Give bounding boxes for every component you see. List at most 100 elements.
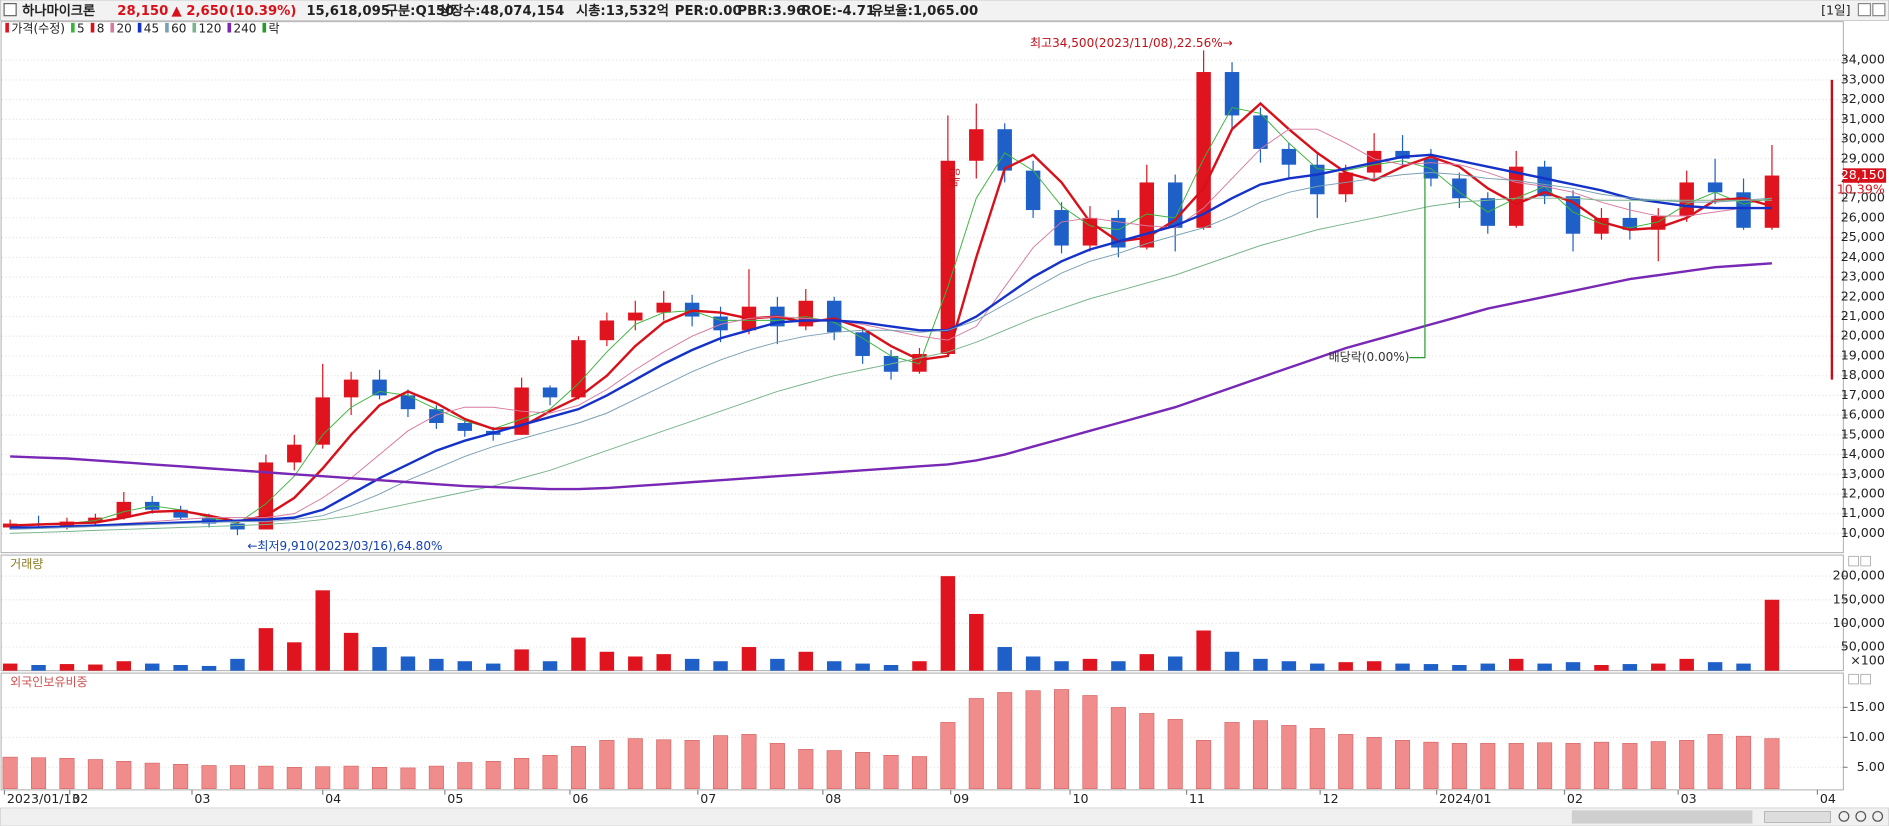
x-tick-label: 2023/01/13 [7,791,80,806]
bar [1650,741,1666,789]
bar [1196,740,1212,789]
bar [1508,743,1524,789]
bar [1480,743,1496,789]
bar [940,576,956,671]
y-tick-label: 50,000 [1841,639,1885,654]
candle-body [1736,192,1751,228]
bar [1054,661,1069,671]
candle-body [571,340,586,398]
panel-buttons[interactable] [1848,555,1871,685]
bar [116,761,132,789]
change: ▲ 2,650 [171,4,228,19]
bar [741,734,757,789]
unit-label: ×100 [1850,653,1885,668]
bar [1281,725,1297,789]
bar [713,735,729,789]
candle-body [940,160,956,354]
zoom-slider[interactable] [1764,811,1832,823]
zoom-reset[interactable] [1872,810,1884,822]
bar [570,746,586,789]
candle-body [997,129,1012,171]
bar [428,765,444,789]
candle-body [1139,182,1155,248]
candle-body [656,302,671,313]
volume: 15,618,095 [306,4,390,19]
zoom-out[interactable] [1838,810,1850,822]
candle-body [429,409,444,423]
bar [2,663,18,671]
last-change: 10.39% [1837,181,1885,196]
y-tick-label: 12,000 [1841,485,1885,500]
candle-body [1338,172,1353,195]
bar [1736,663,1751,671]
candle-body [116,501,132,518]
bar [1082,695,1098,789]
market-cap: 시총:13,532억 [576,3,669,19]
x-tick-label: 12 [1323,791,1339,806]
y-tick-label: 15,000 [1841,426,1885,441]
y-tick-label: 200,000 [1833,568,1885,583]
candle-body [1224,72,1240,116]
y-tick-label: 17,000 [1841,387,1885,402]
candle-body [1253,115,1268,149]
bar [343,632,359,671]
y-tick-label: 20,000 [1841,328,1885,343]
ex-rights-line [1409,174,1426,359]
y-tick-label: 32,000 [1841,91,1885,106]
scrollbar-thumb[interactable] [1571,810,1753,824]
legend-label: 240 [234,21,257,35]
y-tick-label: 26,000 [1841,209,1885,224]
moving-average [10,153,1772,529]
button[interactable] [1872,3,1886,17]
bar [31,665,46,671]
bar [59,758,75,789]
bar [173,665,188,671]
bar [1622,743,1638,789]
bar [684,740,700,789]
bar [485,663,501,671]
y-tick-label: 11,000 [1841,505,1885,520]
bar [1167,656,1183,671]
bar [855,752,871,789]
bar [400,656,416,671]
candle-body [1764,175,1780,228]
bar [1167,719,1183,789]
legend-label: 5 [77,21,85,35]
candle-body [230,523,245,530]
zoom-in[interactable] [1855,810,1867,822]
legend-swatch [262,22,267,33]
bar [912,661,927,671]
bar [201,765,217,789]
bar [1025,656,1041,671]
candle-body [1196,72,1211,228]
checkbox[interactable] [3,3,17,17]
button[interactable] [1857,3,1872,17]
legend-swatch [165,22,169,33]
bar [713,661,728,671]
legend-label: 20 [116,21,131,35]
bar [315,766,331,789]
y-tick-label: 5.00 [1857,759,1885,774]
bar [1679,658,1694,671]
period[interactable]: [1일] [1821,2,1851,17]
bar [1764,599,1780,671]
bar [1139,713,1155,789]
bar [826,661,842,671]
x-tick-label: 06 [572,791,588,806]
bar [229,765,245,789]
bar [798,749,814,789]
x-tick-label: 09 [953,791,969,806]
legend-swatch [71,22,75,33]
legend-label: 60 [171,21,186,35]
legend-swatch [90,22,95,33]
candle-body [287,444,302,463]
pbr: PBR:3.96 [737,4,805,19]
candle-body [599,320,615,341]
y-tick-label: 19,000 [1841,347,1885,362]
change-pct: (10.39%) [229,4,296,19]
bar [1395,740,1411,789]
bar [1139,654,1155,671]
bar [1537,742,1553,789]
shares: 상장수:48,074,154 [439,2,565,19]
